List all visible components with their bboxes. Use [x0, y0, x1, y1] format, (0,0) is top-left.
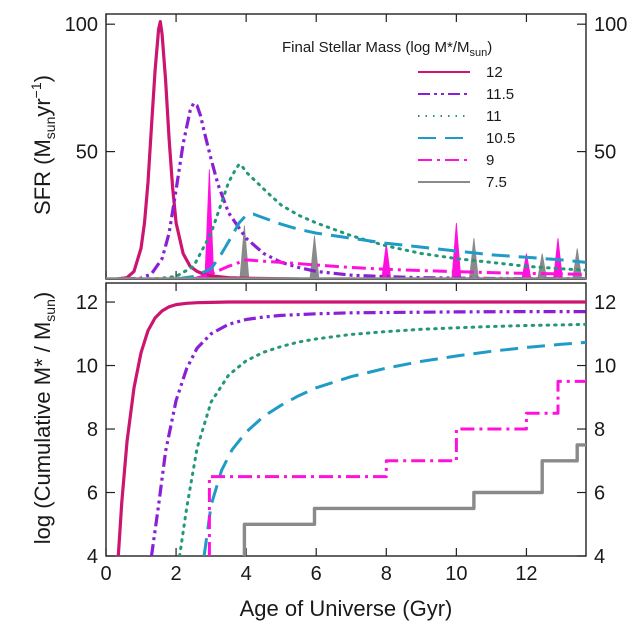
- cumulative-ytick-label-right: 10: [594, 356, 616, 378]
- xtick-label: 8: [381, 563, 392, 585]
- cumulative-ytick-label: 12: [76, 292, 98, 314]
- sfr-panel: 50 50 100 100: [65, 13, 627, 280]
- cumulative-ytick-label: 6: [87, 483, 98, 505]
- cumulative-ytick-label: 8: [87, 419, 98, 441]
- series-line-7-5: [242, 443, 586, 556]
- series-line-9: [193, 258, 586, 279]
- sfr-ytick-label: 100: [65, 14, 98, 36]
- sfr-ylabel: SFR (Msunyr−1): [28, 75, 58, 215]
- series-line-12: [116, 300, 586, 556]
- legend-label-9: 9: [486, 152, 494, 169]
- series-line-11: [178, 322, 586, 556]
- legend-title: Final Stellar Mass (log M*/Msun): [282, 39, 492, 59]
- xtick-label: 12: [515, 563, 537, 585]
- sfr-ytick-label: 50: [76, 142, 98, 164]
- legend-label-12: 12: [486, 64, 503, 81]
- spike-7-5: [468, 238, 479, 279]
- spike-9: [381, 243, 392, 279]
- spike-7-5: [572, 248, 583, 279]
- xtick-label: 4: [241, 563, 252, 585]
- series-line-10-5: [202, 340, 586, 556]
- series-line-11-5: [149, 310, 586, 556]
- sfr-ytick-label-right: 50: [594, 142, 616, 164]
- series-line-11-5: [123, 101, 586, 279]
- series-line-9: [207, 379, 586, 556]
- series-line-10-5: [175, 212, 586, 279]
- xtick-label: 6: [311, 563, 322, 585]
- x-axis-label: Age of Universe (Gyr): [240, 596, 453, 621]
- cumulative-mass-ylabel: log (Cumulative M* / Msun): [30, 292, 58, 544]
- cumulative-ytick-label: 10: [76, 356, 98, 378]
- cumulative-ytick-label-right: 8: [594, 419, 605, 441]
- xtick-label: 10: [445, 563, 467, 585]
- legend-label-11: 11: [486, 108, 502, 125]
- cumulative-ytick-label-right: 12: [594, 292, 616, 314]
- legend-label-7-5: 7.5: [486, 174, 507, 191]
- cumulative-mass-panel: 4 4 6 6 8 8 10 10 12 12 0 2 4 6 8 10 12: [76, 282, 616, 585]
- legend-label-10-5: 10.5: [486, 130, 515, 147]
- cumulative-frame: [105, 282, 587, 557]
- spike-7-5: [239, 225, 250, 279]
- legend: 12 11.5 11 10.5 9 7.5: [418, 64, 515, 191]
- spike-7-5: [309, 235, 320, 279]
- cumulative-ytick-label-right: 6: [594, 483, 605, 505]
- xtick-label: 0: [100, 563, 111, 585]
- cumulative-ytick-label-right: 4: [594, 546, 605, 568]
- sfr-ytick-label-right: 100: [594, 14, 627, 36]
- spike-9: [204, 169, 215, 279]
- legend-label-11-5: 11.5: [486, 86, 514, 103]
- cumulative-ytick-label: 4: [87, 546, 98, 568]
- xtick-label: 2: [171, 563, 182, 585]
